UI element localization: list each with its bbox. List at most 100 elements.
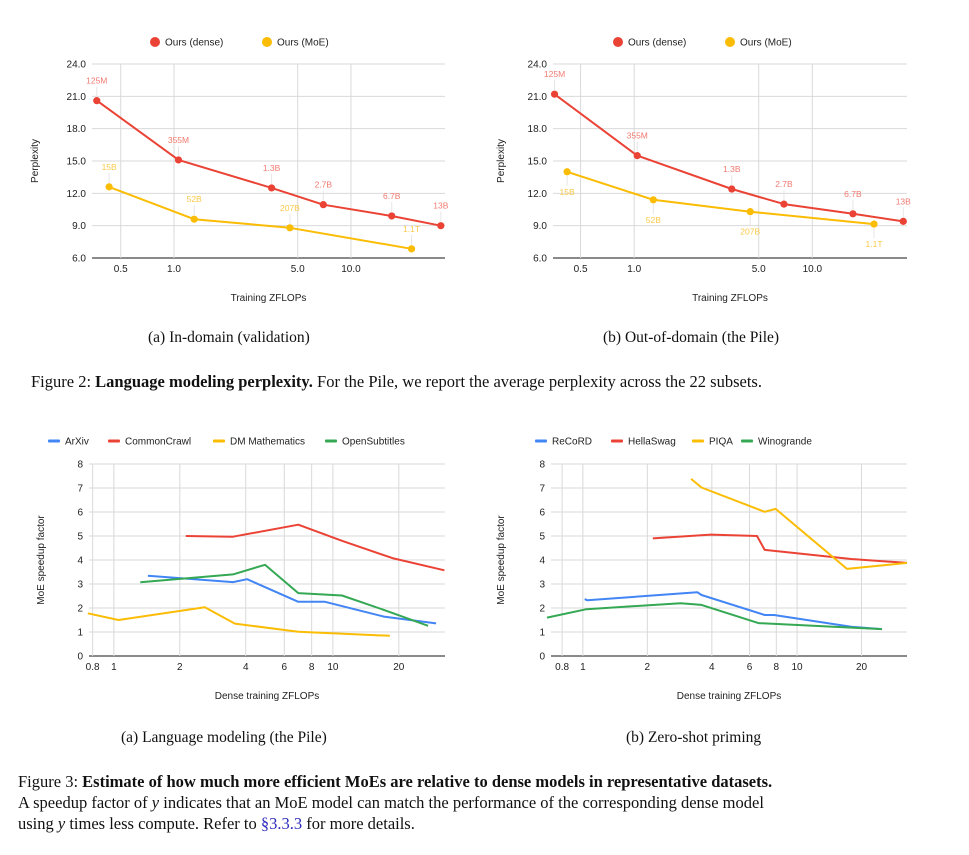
data-point xyxy=(105,183,113,191)
x-tick-label: 8 xyxy=(309,662,315,673)
x-tick-label: 6 xyxy=(747,662,753,673)
y-tick-label: 9.0 xyxy=(72,221,86,232)
x-tick-label: 0.8 xyxy=(555,662,569,673)
x-axis-title: Dense training ZFLOPs xyxy=(215,691,320,702)
x-tick-label: 2 xyxy=(645,662,651,673)
y-tick-label: 2 xyxy=(539,604,545,615)
x-tick-label: 5.0 xyxy=(752,264,766,275)
gridlines xyxy=(551,463,907,657)
x-tick-label: 10 xyxy=(327,662,339,673)
data-label: 2.7B xyxy=(315,180,333,190)
data-point xyxy=(190,215,198,223)
data-label: 15B xyxy=(560,187,575,197)
y-tick-label: 4 xyxy=(77,556,83,567)
figure3-caption-line2: A speedup factor of y indicates that an … xyxy=(18,792,958,813)
caption-variable: y xyxy=(151,793,160,812)
legend-marker-red xyxy=(613,37,623,47)
data-point xyxy=(319,201,327,209)
series-line-dm-mathematics xyxy=(87,606,390,637)
legend-marker-yellow xyxy=(725,37,735,47)
data-label: 1.1T xyxy=(866,239,883,249)
data-point xyxy=(633,152,641,160)
y-tick-label: 6.0 xyxy=(72,254,86,265)
x-tick-label: 6 xyxy=(282,662,288,673)
data-point xyxy=(780,200,788,208)
x-tick-label: 20 xyxy=(856,662,868,673)
data-label: 13B xyxy=(433,201,448,211)
subcaption-2b: (b) Out-of-domain (the Pile) xyxy=(603,329,780,346)
series-line-piqa xyxy=(690,478,908,570)
series-line-record xyxy=(584,591,882,631)
series-line-ours-moe- xyxy=(566,170,875,226)
x-axis-title: Dense training ZFLOPs xyxy=(677,691,782,702)
series-line-ours-dense- xyxy=(553,93,904,223)
legend-marker-green xyxy=(741,439,753,443)
y-tick-label: 15.0 xyxy=(528,157,548,168)
gridlines xyxy=(553,63,907,259)
x-axis-title: Training ZFLOPs xyxy=(692,293,768,304)
chart-language-modeling-speedup: 0 1 2 3 4 5 6 7 8 0.8 1 2 4 6 8 10 20 Dense training ZFLO… xyxy=(0,425,480,715)
legend: ReCoRD HellaSwag PIQA Winogrande xyxy=(535,437,812,448)
chart-svg-language-modeling-speedup: 0 1 2 3 4 5 6 7 8 0.8 1 2 4 6 8 10 20 Dense training ZFLO… xyxy=(36,437,445,702)
y-tick-label: 21.0 xyxy=(67,92,87,103)
y-axis-title: Perplexity xyxy=(30,139,41,183)
legend: ArXiv CommonCrawl DM Mathematics OpenSubtit… xyxy=(48,437,405,448)
data-label: 13B xyxy=(896,196,911,206)
data-label: 1.3B xyxy=(263,163,281,173)
data-label: 1.3B xyxy=(723,164,741,174)
data-label: 207B xyxy=(280,203,300,213)
legend-marker-red xyxy=(150,37,160,47)
y-tick-label: 15.0 xyxy=(67,157,87,168)
legend-marker-yellow xyxy=(692,439,704,443)
y-tick-label: 5 xyxy=(77,532,83,543)
chart-in-domain: 6.0 9.0 12.0 15.0 18.0 21.0 24.0 0.5 1.0 5.0 10.0 T… xyxy=(0,28,480,318)
data-label: 355M xyxy=(168,135,189,145)
y-axis-title: Perplexity xyxy=(496,139,507,183)
x-tick-label: 10.0 xyxy=(341,264,361,275)
x-tick-label: 20 xyxy=(393,662,405,673)
caption-text: using xyxy=(18,814,58,833)
y-tick-label: 4 xyxy=(539,556,545,567)
data-point xyxy=(563,168,571,176)
legend-label: HellaSwag xyxy=(628,437,676,448)
y-axis-title: MoE speedup factor xyxy=(36,515,47,605)
series-line-hellaswag xyxy=(652,533,908,564)
legend-marker-yellow xyxy=(262,37,272,47)
y-tick-label: 12.0 xyxy=(528,189,548,200)
legend-label: Winogrande xyxy=(758,437,812,448)
series-line-opensubtitles xyxy=(140,563,429,627)
chart-svg-out-of-domain: 6.0 9.0 12.0 15.0 18.0 21.0 24.0 0.5 1.0 5.0 10.0 T… xyxy=(496,37,911,304)
legend-label: Ours (MoE) xyxy=(277,38,329,49)
x-tick-label: 10.0 xyxy=(803,264,823,275)
subcaption-3b: (b) Zero-shot priming xyxy=(626,729,762,746)
y-tick-label: 6 xyxy=(77,508,83,519)
y-tick-label: 7 xyxy=(77,484,83,495)
figure3-caption-bold: Estimate of how much more efficient MoEs… xyxy=(82,772,773,791)
data-point xyxy=(174,156,183,164)
section-reference-link[interactable]: §3.3.3 xyxy=(260,814,303,833)
figure2-caption-prefix: Figure 2: xyxy=(31,372,96,391)
y-tick-label: 24.0 xyxy=(528,60,548,71)
series-line-commoncrawl xyxy=(185,523,445,572)
legend-marker-red xyxy=(108,439,120,443)
x-tick-label: 1.0 xyxy=(627,264,641,275)
caption-variable: y xyxy=(57,814,66,833)
y-tick-label: 18.0 xyxy=(67,124,87,135)
x-tick-label: 5.0 xyxy=(291,264,305,275)
legend: Ours (dense) Ours (MoE) xyxy=(613,37,792,49)
data-point xyxy=(649,196,657,204)
x-tick-label: 1 xyxy=(580,662,586,673)
y-tick-label: 3 xyxy=(77,580,83,591)
y-tick-label: 6.0 xyxy=(533,254,547,265)
caption-text: for more details. xyxy=(302,814,415,833)
x-tick-label: 0.8 xyxy=(86,662,100,673)
data-label: 15B xyxy=(102,162,117,172)
gridlines xyxy=(92,63,445,259)
x-tick-label: 4 xyxy=(243,662,249,673)
y-tick-label: 0 xyxy=(77,652,83,663)
data-label: 6.7B xyxy=(383,191,401,201)
legend-label: ArXiv xyxy=(65,437,89,448)
legend-label: OpenSubtitles xyxy=(342,437,405,448)
legend-marker-red xyxy=(611,439,623,443)
y-tick-label: 7 xyxy=(539,484,545,495)
